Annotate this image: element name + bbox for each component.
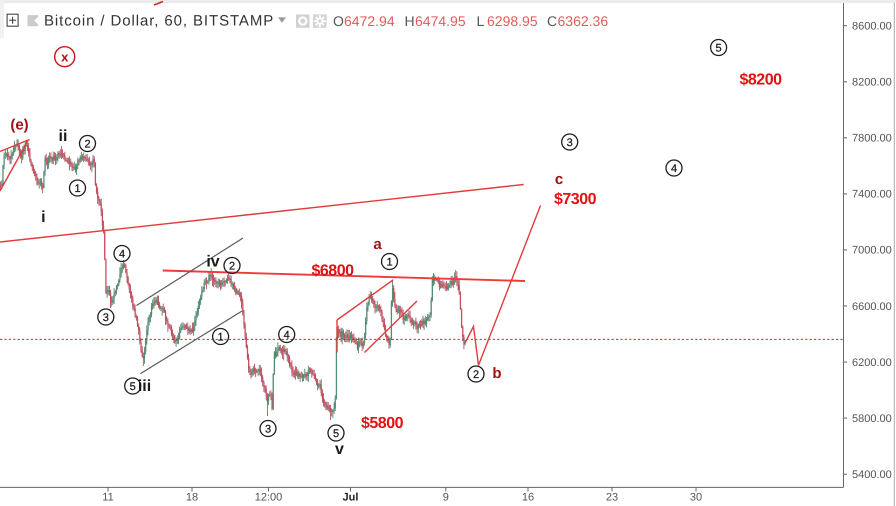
svg-text:1: 1	[386, 256, 392, 268]
svg-text:3: 3	[103, 312, 109, 324]
svg-text:H: H	[405, 13, 415, 29]
svg-text:x: x	[61, 50, 69, 65]
svg-text:C: C	[547, 13, 557, 29]
svg-text:2: 2	[229, 260, 235, 272]
svg-text:7800.00: 7800.00	[852, 133, 892, 145]
svg-text:23: 23	[606, 492, 618, 504]
svg-text:a: a	[373, 236, 382, 253]
svg-text:i: i	[41, 209, 45, 226]
svg-text:6472.94: 6472.94	[344, 13, 395, 29]
svg-text:O: O	[333, 13, 344, 29]
svg-text:6362.36: 6362.36	[558, 13, 609, 29]
svg-text:4: 4	[671, 163, 677, 175]
svg-text:16: 16	[522, 492, 534, 504]
svg-text:8600.00: 8600.00	[852, 21, 892, 33]
svg-text:5800.00: 5800.00	[852, 413, 892, 425]
svg-text:7000.00: 7000.00	[852, 245, 892, 257]
svg-text:7400.00: 7400.00	[852, 189, 892, 201]
svg-text:Bitcoin / Dollar, 60, BITSTAMP: Bitcoin / Dollar, 60, BITSTAMP	[44, 13, 274, 30]
svg-text:$6800: $6800	[312, 263, 355, 280]
svg-text:ii: ii	[59, 128, 68, 145]
svg-text:iii: iii	[138, 378, 151, 395]
svg-text:6474.95: 6474.95	[415, 13, 466, 29]
svg-text:5: 5	[130, 381, 136, 393]
svg-text:2: 2	[84, 138, 90, 150]
svg-text:6200.00: 6200.00	[852, 357, 892, 369]
svg-text:iv: iv	[206, 254, 219, 271]
svg-text:6298.95: 6298.95	[487, 13, 538, 29]
svg-text:12:00: 12:00	[255, 492, 283, 504]
svg-text:3: 3	[567, 137, 573, 149]
svg-text:30: 30	[690, 492, 702, 504]
svg-text:Jul: Jul	[343, 492, 359, 504]
svg-text:1: 1	[74, 183, 80, 195]
svg-text:1: 1	[218, 331, 224, 343]
svg-text:6600.00: 6600.00	[852, 301, 892, 313]
svg-text:3: 3	[265, 423, 271, 435]
svg-text:L: L	[477, 13, 485, 29]
svg-text:4: 4	[119, 248, 125, 260]
svg-text:5: 5	[333, 428, 339, 440]
svg-text:$8200: $8200	[740, 72, 783, 89]
svg-text:5: 5	[716, 42, 722, 54]
svg-text:$7300: $7300	[554, 191, 597, 208]
svg-text:8200.00: 8200.00	[852, 77, 892, 89]
svg-text:11: 11	[102, 492, 113, 504]
svg-text:2: 2	[473, 369, 479, 381]
svg-text:9: 9	[443, 492, 449, 504]
svg-text:4: 4	[284, 329, 290, 341]
svg-text:18: 18	[186, 492, 198, 504]
svg-text:c: c	[555, 171, 563, 188]
svg-text:b: b	[492, 365, 501, 382]
svg-text:(e): (e)	[10, 117, 28, 134]
svg-text:v: v	[335, 441, 344, 458]
svg-text:5400.00: 5400.00	[852, 469, 892, 481]
svg-text:$5800: $5800	[361, 415, 404, 432]
